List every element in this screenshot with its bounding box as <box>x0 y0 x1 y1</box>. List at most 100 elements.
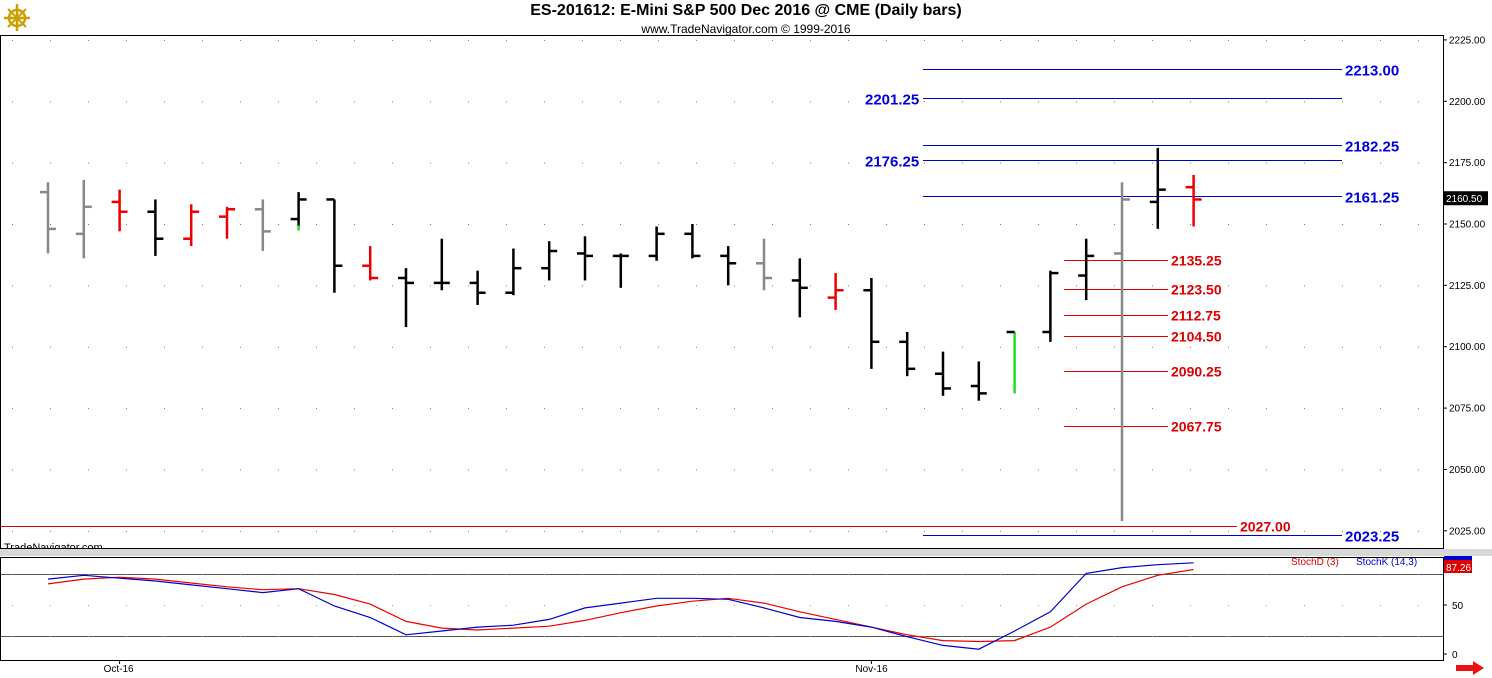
grid-dot <box>886 605 887 606</box>
grid-dot <box>696 530 697 532</box>
level-label-blue: 2023.25 <box>1345 529 1399 546</box>
grid-dot <box>240 346 241 348</box>
grid-dot <box>202 39 203 41</box>
level-label-blue: 2213.00 <box>1345 63 1399 80</box>
grid-dot <box>202 346 203 348</box>
grid-dot <box>1304 346 1305 348</box>
grid-dot <box>848 574 849 575</box>
grid-dot <box>810 636 811 637</box>
grid-dot <box>88 530 89 532</box>
grid-dot <box>1076 101 1077 103</box>
grid-dot <box>658 101 659 103</box>
grid-dot <box>316 285 317 287</box>
grid-dot <box>1152 530 1153 532</box>
grid-dot <box>1038 101 1039 103</box>
level-label-red: 2123.50 <box>1171 282 1222 298</box>
grid-dot <box>1418 530 1419 532</box>
grid-dot <box>1228 408 1229 410</box>
grid-dot <box>354 636 355 637</box>
grid-dot <box>240 469 241 471</box>
grid-dot <box>1304 605 1305 606</box>
grid-dot <box>278 224 279 225</box>
grid-dot <box>1342 285 1343 287</box>
grid-dot <box>1380 574 1381 575</box>
grid-dot <box>88 469 89 471</box>
grid-dot <box>1114 605 1115 606</box>
grid-dot <box>582 346 583 348</box>
grid-dot <box>392 574 393 575</box>
grid-dot <box>392 605 393 606</box>
grid-dot <box>1152 39 1153 41</box>
grid-dot <box>1000 285 1001 287</box>
grid-dot <box>696 101 697 103</box>
grid-dot <box>544 636 545 637</box>
stoch-line-d <box>47 568 1194 643</box>
stochastic-panel: 0 50 StochD (3) StochK (14,3) 87.26 <box>0 556 1472 661</box>
grid-dot <box>506 530 507 532</box>
grid-dot <box>392 346 393 348</box>
grid-dot <box>1076 39 1077 41</box>
grid-dot <box>1342 224 1343 225</box>
ohlc-bar <box>1006 330 1016 394</box>
grid-dot <box>12 285 13 287</box>
grid-dot <box>1114 408 1115 410</box>
grid-dot <box>430 224 431 225</box>
grid-dot <box>1038 224 1039 225</box>
chart-subtitle: www.TradeNavigator.com © 1999-2016 <box>641 22 851 36</box>
grid-dot <box>582 469 583 471</box>
grid-dot <box>696 574 697 575</box>
grid-dot <box>1038 574 1039 575</box>
ohlc-bar <box>1185 174 1202 227</box>
grid-dot <box>12 605 13 606</box>
grid-dot <box>1152 162 1153 164</box>
grid-dot <box>240 408 241 410</box>
grid-dot <box>392 636 393 637</box>
grid-dot <box>430 530 431 532</box>
grid-dot <box>164 574 165 575</box>
grid-dot <box>848 285 849 287</box>
grid-dot <box>772 39 773 41</box>
grid-dot <box>886 101 887 103</box>
ohlc-bar <box>183 204 200 247</box>
grid-dot <box>582 39 583 41</box>
stochd-value-box <box>1444 560 1472 573</box>
grid-dot <box>1418 224 1419 225</box>
grid-dot <box>582 285 583 287</box>
grid-dot <box>1380 469 1381 471</box>
grid-dot <box>506 346 507 348</box>
grid-dot <box>392 530 393 532</box>
grid-dot <box>50 636 51 637</box>
grid-dot <box>1190 101 1191 103</box>
grid-dot <box>1076 469 1077 471</box>
grid-dot <box>1380 636 1381 637</box>
grid-dot <box>810 39 811 41</box>
grid-dot <box>734 469 735 471</box>
last-price-label: 2160.50 <box>1446 194 1483 205</box>
main-panel-frame <box>0 35 1444 549</box>
grid-dot <box>1342 101 1343 103</box>
grid-dot <box>88 285 89 287</box>
price-tick-label: 2200.00 <box>1449 97 1486 108</box>
grid-dot <box>582 574 583 575</box>
ohlc-bar <box>75 179 92 259</box>
grid-dot <box>12 346 13 348</box>
grid-dot <box>1342 39 1343 41</box>
grid-dot <box>1038 285 1039 287</box>
grid-dot <box>1076 636 1077 637</box>
grid-dot <box>1418 408 1419 410</box>
grid-dot <box>620 39 621 41</box>
grid-dot <box>1038 346 1039 348</box>
grid-dot <box>202 408 203 410</box>
grid-dot <box>962 346 963 348</box>
grid-dot <box>1380 101 1381 103</box>
grid-dot <box>1380 224 1381 225</box>
scroll-right-icon[interactable] <box>1455 661 1485 675</box>
grid-dot <box>1000 605 1001 606</box>
grid-dot <box>316 162 317 164</box>
grid-dot <box>50 408 51 410</box>
grid-dot <box>886 636 887 637</box>
level-label-red: 2090.25 <box>1171 364 1222 380</box>
grid-dot <box>772 408 773 410</box>
grid-dot <box>126 605 127 606</box>
grid-dot <box>1000 408 1001 410</box>
